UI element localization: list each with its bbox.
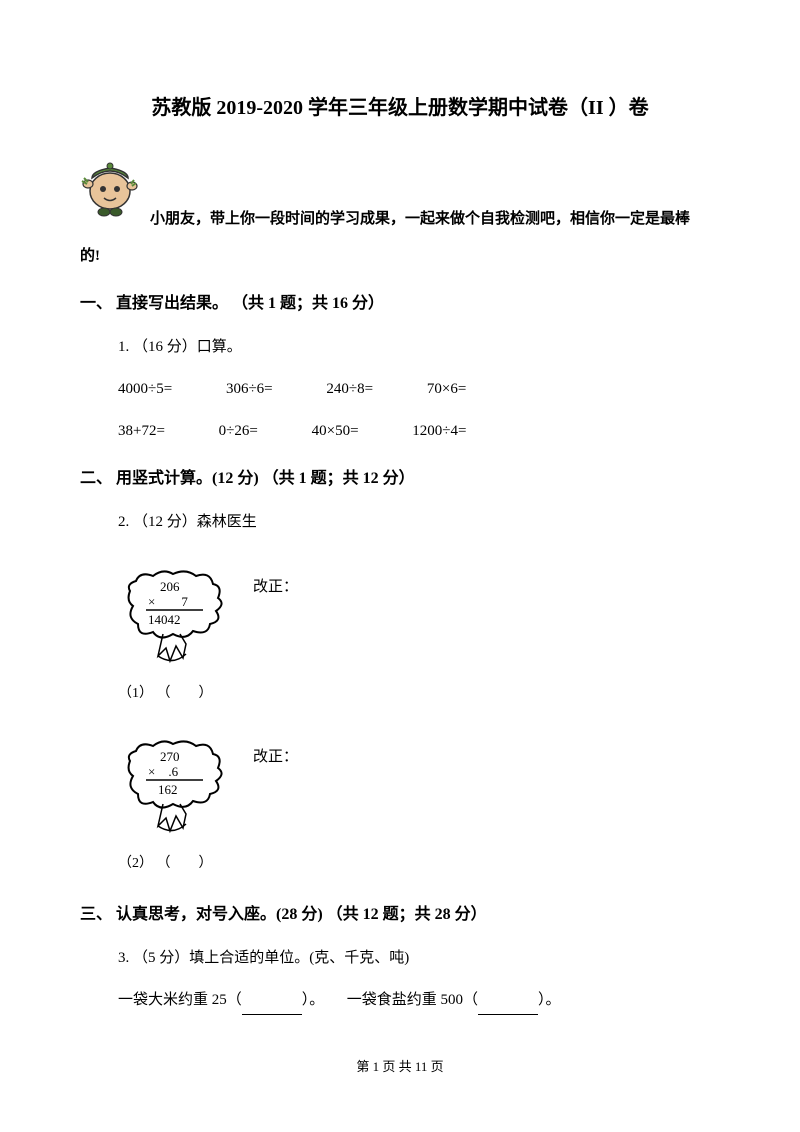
q3-label: 3. （5 分）填上合适的单位。(克、千克、吨) — [118, 945, 720, 972]
sub-num: （2） — [118, 856, 153, 871]
calc-item: 1200÷4= — [412, 418, 466, 445]
tree-icon: 270 × .6 162 — [118, 736, 248, 846]
section3-heading: 三、 认真思考，对号入座。(28 分) （共 12 题；共 28 分） — [80, 901, 720, 930]
q3-part-a: 一袋大米约重 25（ — [118, 992, 242, 1008]
tree-icon: 206 × 7 14042 — [118, 566, 248, 676]
calc-item: 0÷26= — [219, 418, 258, 445]
correction-label: 改正： — [253, 744, 298, 771]
calc-line: 270 — [160, 749, 180, 764]
q1-row2: 38+72= 0÷26= 40×50= 1200÷4= — [118, 418, 720, 445]
blank-field[interactable] — [478, 987, 538, 1015]
q3-text: 一袋大米约重 25（ ）。 一袋食盐约重 500（ ）。 — [118, 987, 720, 1015]
q3-part-b: ）。 一袋食盐约重 500（ — [302, 992, 478, 1008]
mascot-icon — [80, 156, 140, 226]
calc-line: × .6 — [148, 764, 179, 779]
page-title: 苏教版 2019-2020 学年三年级上册数学期中试卷（II ）卷 — [80, 90, 720, 126]
intro-text-line1: 小朋友，带上你一段时间的学习成果，一起来做个自我检测吧，相信你一定是最棒 — [150, 206, 690, 233]
calc-item: 70×6= — [427, 376, 466, 403]
tree-problem-2: 270 × .6 162 改正： （2） （ ） — [118, 736, 720, 876]
q3-part-c: ）。 — [538, 992, 561, 1008]
sub-num: （1） — [118, 686, 153, 701]
calc-item: 306÷6= — [226, 376, 273, 403]
item1-label: （1） （ ） — [118, 681, 720, 706]
section2-heading: 二、 用竖式计算。(12 分) （共 1 题；共 12 分） — [80, 465, 720, 494]
item2-label: （2） （ ） — [118, 851, 720, 876]
q1-row1: 4000÷5= 306÷6= 240÷8= 70×6= — [118, 376, 720, 403]
calc-item: 38+72= — [118, 418, 165, 445]
calc-item: 4000÷5= — [118, 376, 172, 403]
section1-heading: 一、 直接写出结果。 （共 1 题；共 16 分） — [80, 290, 720, 319]
answer-paren: （ ） — [157, 856, 213, 871]
page-footer: 第 1 页 共 11 页 — [80, 1055, 720, 1078]
calc-line: 206 — [160, 579, 180, 594]
blank-field[interactable] — [242, 987, 302, 1015]
q1-label: 1. （16 分）口算。 — [118, 334, 720, 361]
q2-label: 2. （12 分）森林医生 — [118, 509, 720, 536]
calc-line: 14042 — [148, 612, 181, 627]
intro-block: 小朋友，带上你一段时间的学习成果，一起来做个自我检测吧，相信你一定是最棒 — [80, 156, 720, 233]
answer-paren: （ ） — [157, 686, 213, 701]
calc-item: 240÷8= — [326, 376, 373, 403]
tree-problem-1: 206 × 7 14042 改正： （1） （ ） — [118, 566, 720, 706]
intro-text-line2: 的! — [80, 243, 720, 270]
correction-label: 改正： — [253, 574, 298, 601]
calc-item: 40×50= — [312, 418, 359, 445]
calc-line: × 7 — [148, 594, 188, 609]
calc-line: 162 — [158, 782, 178, 797]
